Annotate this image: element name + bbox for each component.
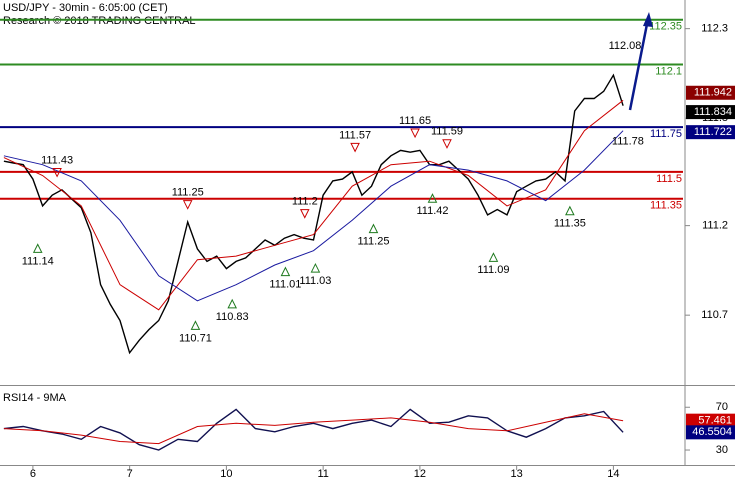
price-tag: [686, 85, 735, 100]
forecast-arrow: [628, 12, 653, 111]
pivot-marker: [280, 266, 291, 277]
pivot-marker: [368, 223, 379, 234]
price-tag-label: 111.722: [694, 126, 732, 138]
price-tag-label: 111.942: [694, 87, 732, 99]
pivot-label: 111.59: [431, 126, 463, 138]
y-tick-label: 70: [716, 401, 728, 413]
x-tick-label: 6: [30, 468, 36, 480]
ma-line: [3, 130, 624, 302]
y-tick-label: 110.7: [701, 309, 728, 321]
level-label: 111.5: [656, 173, 682, 185]
pivot-label: 111.2: [292, 196, 318, 208]
price-tag: [686, 105, 735, 120]
pivot-label: 110.71: [179, 332, 212, 344]
annotation: 111.78: [612, 136, 644, 148]
pivot-marker: [32, 243, 43, 253]
pivot-label: 111.42: [416, 205, 448, 217]
arrow-head: [643, 12, 653, 27]
y-tick-label: 30: [716, 444, 728, 456]
pivot-marker: [350, 142, 360, 153]
pivot-marker: [488, 252, 499, 262]
pivot-label: 110.83: [216, 311, 249, 323]
pivot-marker: [299, 209, 310, 219]
price-tag: [686, 125, 735, 140]
x-tick-label: 7: [127, 468, 133, 480]
pivot-label: 111.03: [299, 275, 331, 287]
y-tick-label: 111.2: [702, 220, 728, 232]
price-line: [3, 73, 624, 355]
arrow-shaft: [628, 23, 649, 111]
x-tick-label: 10: [220, 468, 232, 480]
pivot-marker: [427, 193, 438, 203]
y-tick-label: 112.3: [701, 23, 728, 35]
x-tick-label: 14: [607, 468, 619, 480]
level-label: 111.75: [650, 128, 682, 140]
pivot-marker: [182, 200, 193, 210]
pivot-label: 111.01: [269, 279, 301, 291]
rsi-title: RSI14 - 9MA: [3, 392, 67, 404]
ma-line: [3, 99, 624, 311]
chart-subtitle: Research © 2018 TRADING CENTRAL: [3, 15, 196, 27]
level-label: 112.1: [655, 65, 682, 77]
level-label: 111.35: [650, 200, 682, 212]
level-label: 112.35: [649, 21, 682, 33]
pivot-marker: [227, 298, 238, 309]
price-tag: [686, 425, 735, 440]
x-tick-label: 11: [317, 468, 328, 480]
pivot-marker: [190, 320, 201, 330]
price-tag-label: 57.461: [698, 415, 732, 427]
chart-title: USD/JPY - 30min - 6:05:00 (CET): [3, 2, 168, 14]
price-tag-label: 46.5504: [692, 426, 732, 438]
pivot-label: 111.43: [41, 154, 73, 166]
pivot-label: 111.25: [357, 236, 389, 248]
ma-line: [3, 413, 624, 445]
pivot-marker: [410, 128, 420, 139]
pivot-label: 111.09: [477, 264, 509, 276]
x-tick-label: 13: [511, 468, 523, 480]
pivot-marker: [52, 167, 62, 178]
pivot-label: 111.35: [554, 218, 586, 230]
pivot-label: 111.65: [399, 115, 431, 127]
pivot-marker: [565, 205, 575, 216]
pivot-label: 111.25: [172, 187, 204, 199]
pivot-label: 111.14: [22, 255, 54, 267]
pivot-label: 111.57: [339, 129, 371, 141]
price-tag-label: 111.834: [694, 106, 732, 118]
pivot-marker: [442, 139, 452, 149]
x-tick-label: 12: [414, 468, 426, 480]
price-line: [3, 408, 624, 451]
pivot-marker: [310, 262, 321, 273]
price-tag: [686, 413, 735, 428]
annotation: 112.08: [609, 40, 642, 52]
